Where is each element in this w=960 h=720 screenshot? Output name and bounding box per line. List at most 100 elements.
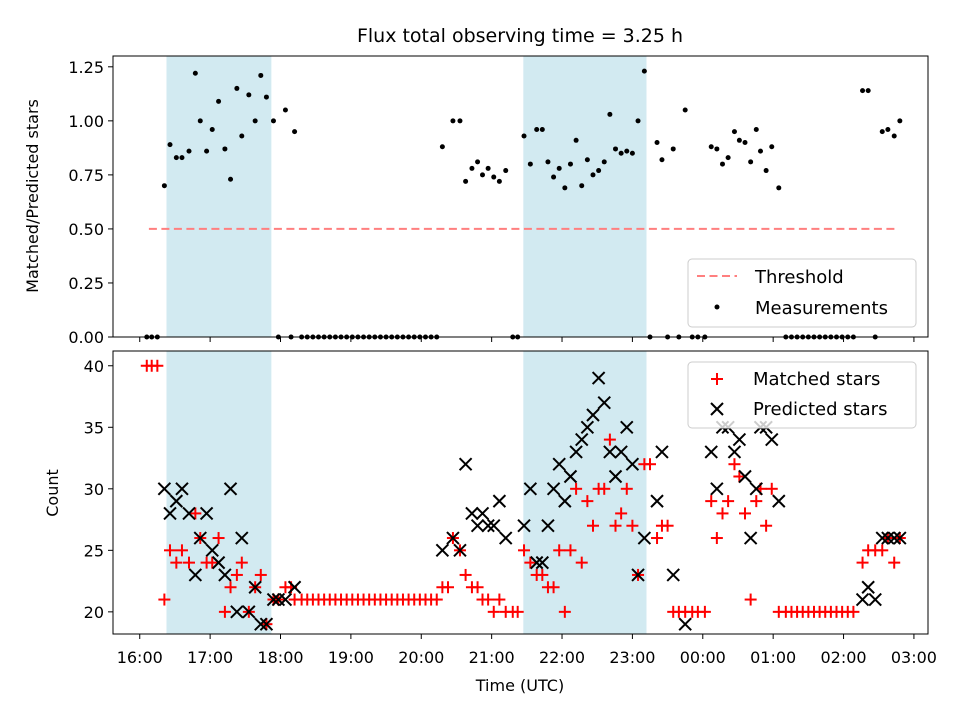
x-tick-label: 01:00: [750, 648, 796, 667]
measurement-point: [763, 168, 769, 174]
matched-star-point: [698, 605, 711, 618]
measurement-point: [439, 144, 445, 150]
matched-star-point: [603, 433, 616, 446]
predicted-star-point: [475, 506, 490, 521]
measurement-point: [270, 118, 276, 124]
matched-star-point: [430, 593, 443, 606]
y-tick-label: 30: [84, 480, 104, 499]
measurement-point: [659, 157, 665, 163]
predicted-star-point: [637, 531, 652, 545]
matched-star-point: [651, 532, 664, 545]
matched-star-point: [750, 495, 763, 508]
x-tick-label: 19:00: [328, 648, 374, 667]
matched-star-point: [564, 544, 577, 557]
legend-measurements-marker: [714, 304, 720, 310]
matched-star-point: [493, 593, 506, 606]
predicted-star-point: [235, 531, 249, 545]
predicted-star-point: [597, 395, 611, 410]
matched-star-point: [164, 544, 177, 557]
measurement-point: [534, 126, 540, 132]
y-tick-label: 25: [84, 541, 104, 560]
predicted-star-point: [541, 519, 555, 533]
x-tick-label: 21:00: [469, 648, 515, 667]
predicted-star-point: [230, 605, 244, 619]
matched-star-point: [847, 605, 860, 618]
measurement-point: [192, 70, 198, 76]
matched-star-point: [158, 593, 171, 606]
measurement-point: [567, 161, 573, 167]
matched-star-point: [581, 495, 594, 508]
predicted-star-point: [710, 482, 724, 496]
y-tick-label: 0.25: [68, 274, 104, 293]
measurement-point: [607, 111, 613, 117]
predicted-star-point: [435, 543, 450, 558]
matched-star-point: [620, 482, 633, 495]
matched-star-point: [547, 581, 560, 594]
predicted-star-point: [727, 445, 742, 459]
y-tick-label: 35: [84, 418, 104, 437]
predicted-star-point: [666, 568, 680, 582]
predicted-star-point: [586, 408, 600, 422]
measurement-point: [545, 159, 551, 165]
measurement-point: [725, 155, 731, 161]
chart-title: Flux total observing time = 3.25 h: [357, 25, 683, 47]
matched-star-point: [511, 605, 524, 618]
bottom-chart: 20 25 30 35 40 16:00 17:00 18:00 19:00 20:00 21:0…: [43, 350, 937, 695]
legend-predicted-label: Predicted stars: [753, 399, 887, 420]
measurement-point: [865, 88, 871, 94]
measurement-point: [179, 155, 185, 161]
measurement-point: [539, 126, 545, 132]
matched-star-point: [536, 568, 549, 581]
y-tick-label: 1.25: [68, 58, 104, 77]
predicted-star-point: [575, 432, 589, 447]
matched-star-point: [206, 556, 219, 569]
measurement-point: [216, 98, 222, 104]
bottom-y-axis: 20 25 30 35 40: [84, 357, 113, 622]
predicted-star-point: [887, 531, 901, 545]
predicted-star-point: [558, 494, 572, 508]
legend-matched-marker: [711, 373, 723, 385]
measurement-point: [731, 129, 737, 135]
matched-star-point: [170, 556, 183, 569]
matched-star-point: [487, 605, 500, 618]
top-plot-frame: [112, 55, 929, 338]
x-tick-label: 16:00: [117, 648, 163, 667]
measurement-point: [719, 161, 725, 167]
top-legend: Threshold Measurements: [687, 258, 917, 328]
predicted-star-point: [868, 592, 882, 607]
y-tick-label: 1.00: [68, 112, 104, 131]
measurement-point: [186, 148, 192, 154]
matched-star-point: [661, 519, 674, 532]
matched-star-point: [230, 568, 243, 581]
predicted-star-point: [163, 506, 177, 521]
measurement-point: [654, 139, 660, 145]
matched-star-point: [710, 532, 723, 545]
predicted-star-point: [529, 555, 544, 570]
matched-star-point: [705, 495, 718, 508]
measurement-point: [258, 72, 264, 78]
predicted-star-point: [211, 555, 226, 570]
top-x-ticks: [139, 337, 915, 342]
predicted-star-point: [631, 568, 645, 582]
matched-star-point: [518, 544, 531, 557]
measurement-point: [450, 118, 456, 124]
measurement-point: [624, 148, 630, 154]
matched-star-point: [716, 507, 729, 520]
top-chart: 0.00 0.25 0.50 0.75 1.00 1.25 Matched/Predict…: [23, 55, 929, 347]
predicted-star-point: [591, 371, 606, 385]
measurement-point: [757, 148, 763, 154]
predicted-star-point: [188, 568, 203, 582]
measurement-point: [292, 129, 298, 135]
predicted-star-point: [620, 420, 634, 434]
matched-star-point: [722, 495, 735, 508]
predicted-star-point: [259, 617, 274, 631]
matched-star-point: [224, 581, 237, 594]
measurement-point: [551, 174, 557, 180]
legend-measurements-label: Measurements: [755, 298, 888, 319]
matched-star-point: [482, 593, 495, 606]
matched-star-point: [876, 544, 889, 557]
measurement-point: [469, 165, 475, 171]
measurement-point: [596, 168, 602, 174]
legend-matched-label: Matched stars: [753, 369, 880, 390]
